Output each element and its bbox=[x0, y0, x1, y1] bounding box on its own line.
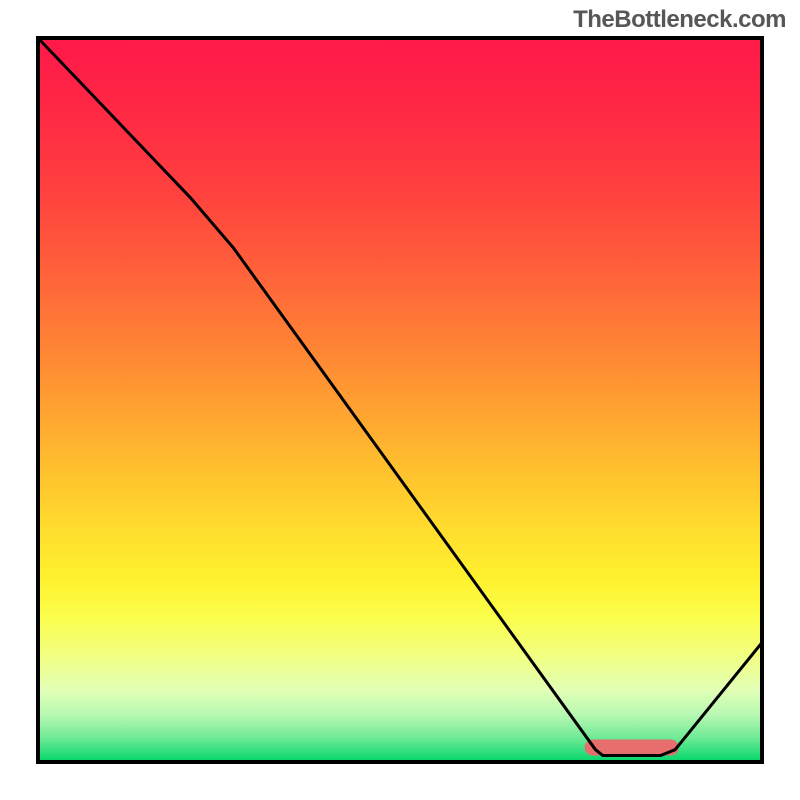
watermark-text: TheBottleneck.com bbox=[573, 6, 786, 34]
gradient-background bbox=[38, 38, 762, 762]
bottleneck-chart bbox=[0, 0, 800, 800]
chart-container: TheBottleneck.com bbox=[0, 0, 800, 800]
